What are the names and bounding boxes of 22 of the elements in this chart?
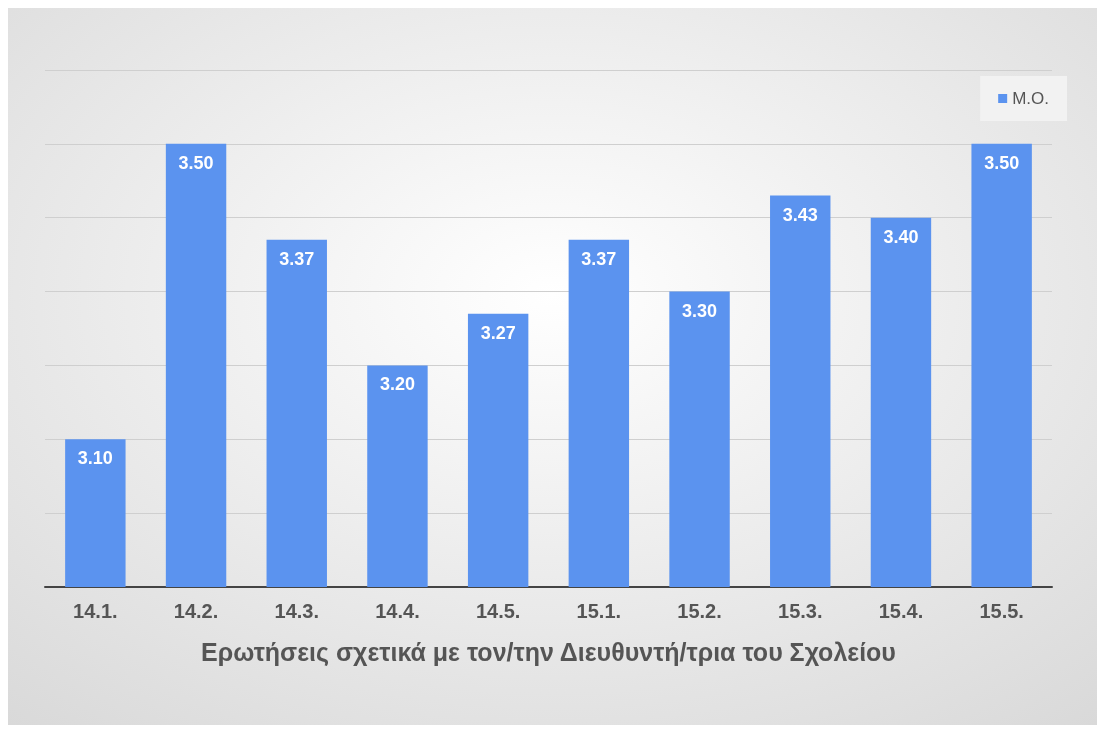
data-label: 3.20 xyxy=(379,374,415,395)
x-tick-label: 14.1. xyxy=(73,600,118,622)
x-tick-label: 14.3. xyxy=(274,600,319,622)
legend-label: Μ.Ο. xyxy=(1012,89,1050,108)
x-tick-label: 15.3. xyxy=(778,600,823,622)
data-label: 3.43 xyxy=(782,204,818,225)
data-label: 3.50 xyxy=(984,152,1020,173)
x-tick-label: 15.4. xyxy=(878,600,924,622)
x-axis-title: Ερωτήσεις σχετικά με τον/την Διευθυντή/τρια του Σχολείου xyxy=(201,638,896,667)
data-label: 3.37 xyxy=(581,248,617,269)
x-tick-label: 14.2. xyxy=(173,600,219,622)
x-tick-label: 15.5. xyxy=(979,600,1024,622)
x-tick-label: 15.2. xyxy=(677,600,722,622)
data-label: 3.50 xyxy=(178,152,214,173)
x-tick-label: 14.5. xyxy=(475,600,521,622)
x-tick-label: 15.1. xyxy=(576,600,622,622)
x-tick-label: 14.4. xyxy=(375,600,420,622)
data-label: 3.30 xyxy=(682,300,718,321)
data-label: 3.27 xyxy=(480,322,516,343)
data-label: 3.40 xyxy=(883,226,919,247)
data-label: 3.37 xyxy=(279,248,315,269)
data-label: 3.10 xyxy=(77,448,113,469)
